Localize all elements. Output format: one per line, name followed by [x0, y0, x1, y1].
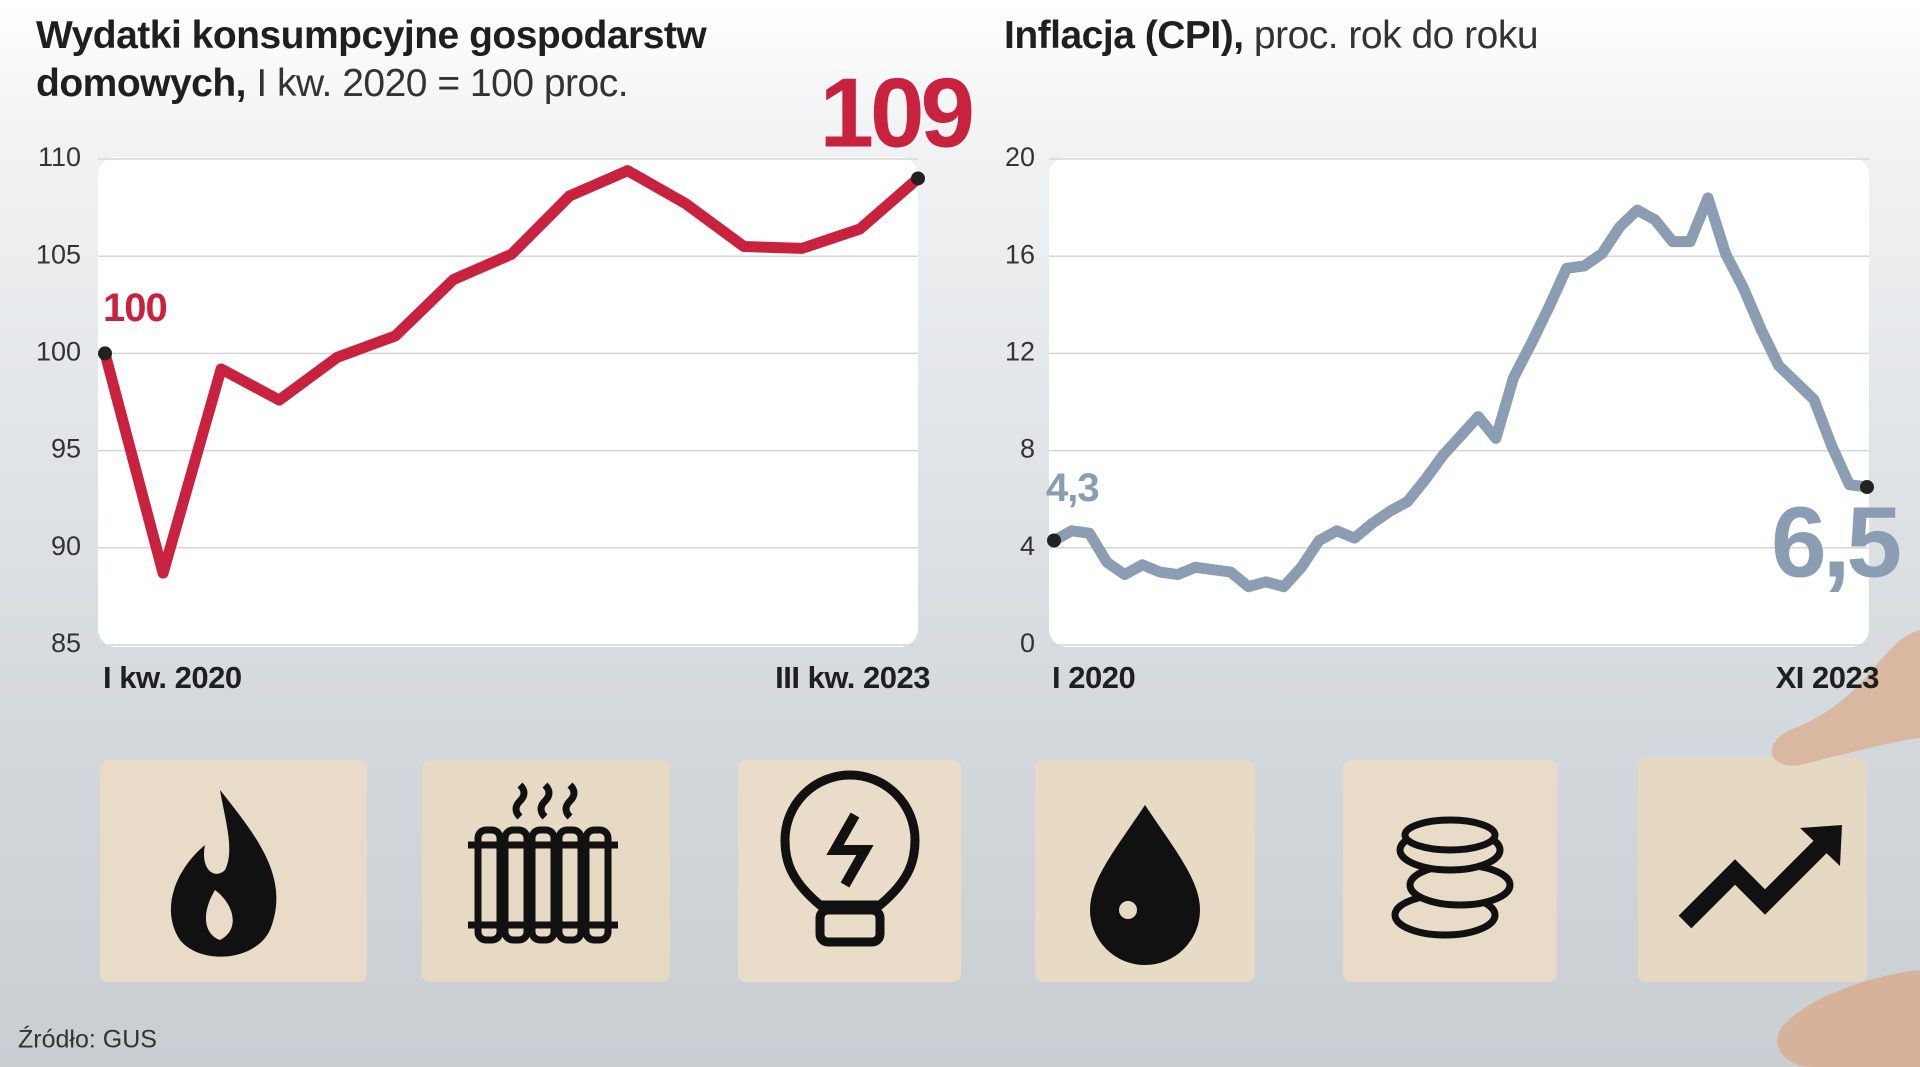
chart-title: Inflacja (CPI), proc. rok do roku	[1004, 12, 1804, 60]
finger	[1777, 970, 1920, 1067]
data-label: 100	[103, 286, 167, 330]
data-label: 4,3	[1046, 466, 1099, 510]
radiator-icon	[468, 782, 618, 944]
y-tick-label: 20	[1005, 142, 1035, 172]
x-tick-label: XI 2023	[1776, 660, 1880, 695]
end-point	[98, 346, 112, 361]
wood-block	[1638, 757, 1867, 982]
y-tick-label: 0	[1020, 628, 1035, 658]
y-tick-label: 95	[51, 434, 81, 464]
x-tick-label: I kw. 2020	[103, 660, 242, 695]
chart-title: Wydatki konsumpcyjne gospodarstw domowyc…	[36, 12, 796, 108]
blocks	[100, 630, 1920, 1067]
y-tick-label: 8	[1020, 434, 1035, 464]
y-tick-label: 16	[1005, 239, 1035, 269]
end-point	[1860, 480, 1874, 495]
title-bold: Inflacja (CPI),	[1004, 14, 1244, 57]
y-tick-label: 4	[1020, 531, 1035, 561]
trend-icon	[1678, 830, 1837, 929]
trend-arrowhead	[1800, 825, 1842, 866]
end-point	[1047, 533, 1061, 548]
data-line	[99, 165, 924, 579]
drop-highlight	[1119, 901, 1137, 919]
data-label: 6,5	[1771, 486, 1899, 598]
y-tick-label: 90	[51, 531, 81, 561]
x-tick-label: I 2020	[1052, 660, 1135, 695]
y-tick-label: 100	[36, 337, 81, 367]
plot-area	[98, 157, 918, 647]
subtitle: proc. rok do roku	[1253, 14, 1539, 57]
data-line	[1048, 192, 1873, 593]
y-tick-label: 12	[1005, 337, 1035, 367]
drop-icon	[1090, 805, 1200, 965]
title-bold: Wydatki konsumpcyjne gospodarstw domowyc…	[36, 14, 707, 105]
y-tick-label: 105	[36, 239, 81, 269]
y-tick-label: 110	[38, 142, 81, 172]
plot-area	[1049, 157, 1869, 647]
data-label: 109	[819, 57, 971, 167]
source-note: Źródło: GUS	[18, 1025, 157, 1054]
subtitle: I kw. 2020 = 100 proc.	[256, 62, 629, 105]
x-tick-label: III kw. 2023	[775, 660, 930, 695]
end-point	[911, 171, 925, 186]
finger	[1771, 630, 1920, 766]
bulb-icon	[780, 770, 920, 947]
flame-icon	[170, 790, 277, 957]
y-tick-label: 85	[51, 628, 81, 658]
coins-icon	[1391, 816, 1514, 939]
